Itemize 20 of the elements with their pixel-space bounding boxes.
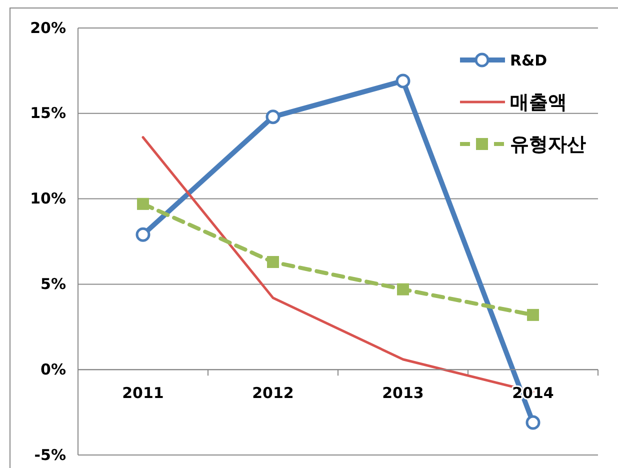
x-tick-label: 2011 (122, 384, 164, 402)
legend-label: R&D (510, 51, 548, 70)
y-tick-label: 15% (30, 104, 66, 122)
point (267, 256, 279, 268)
legend-label: 유형자산 (510, 134, 586, 156)
legend-label: 매출액 (510, 92, 567, 114)
y-tick-label: 5% (40, 275, 66, 293)
point (136, 227, 150, 242)
y-tick-label: 0% (40, 360, 66, 378)
point (266, 110, 280, 124)
x-tick-label: 2013 (382, 384, 424, 402)
point (396, 74, 410, 88)
y-tick-label: 20% (30, 18, 66, 37)
y-tick-label: 10% (30, 190, 66, 208)
y-tick-label: -5% (34, 446, 66, 464)
point (526, 415, 540, 430)
point (527, 308, 539, 321)
x-tick-label: 2012 (252, 384, 294, 402)
point (397, 283, 409, 296)
point (137, 198, 149, 210)
